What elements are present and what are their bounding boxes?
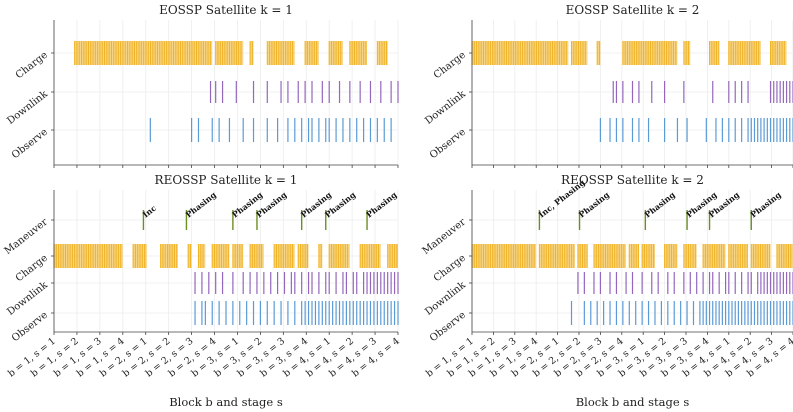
x-axis-label-left: Block b and stage s	[169, 395, 283, 409]
y-tick-label: Charge	[14, 253, 50, 285]
y-tick-label: Charge	[432, 50, 468, 82]
charge-segment	[597, 41, 601, 65]
series-observe	[599, 118, 793, 142]
panel-reossp-k2: REOSSP Satellite k = 2 Inc, PhasingPhasi…	[421, 173, 793, 380]
y-tick-label: Charge	[14, 50, 50, 82]
charge-segment	[250, 41, 254, 65]
maneuver-label: Phasing	[642, 189, 677, 219]
panel-eossp-k1: EOSSP Satellite k = 1 Charge DownlinkObse…	[5, 3, 399, 168]
panel-title: REOSSP Satellite k = 1	[155, 173, 298, 187]
charge-segment	[318, 244, 323, 268]
maneuver-label: Phasing	[364, 189, 399, 219]
maneuver-label: Phasing	[748, 189, 783, 219]
series-downlink	[577, 272, 793, 294]
panel-reossp-k1: REOSSP Satellite k = 1 Inc Phasing Phasing…	[3, 173, 402, 380]
charge-segment	[298, 244, 309, 268]
series-downlink	[209, 81, 399, 103]
panel-title: EOSSP Satellite k = 2	[566, 3, 700, 17]
series-observe	[194, 301, 399, 325]
series-downlink	[194, 272, 399, 294]
y-tick-label: Downlink	[423, 88, 468, 127]
y-tick-label: Charge	[432, 253, 468, 285]
y-tick-label: Observe	[428, 127, 468, 162]
panel-eossp-k2: EOSSP Satellite k = 2 Charge DownlinkObse…	[423, 3, 793, 168]
maneuver-label: Phasing	[577, 189, 612, 219]
series-charge	[471, 244, 793, 268]
y-tick-label: Maneuver	[421, 217, 468, 257]
charge-segment	[387, 244, 398, 268]
maneuver-label: Phasing	[184, 189, 219, 219]
y-tick-label: Maneuver	[3, 217, 50, 257]
panel-title: REOSSP Satellite k = 2	[561, 173, 704, 187]
charge-segment	[188, 244, 192, 268]
charge-segment	[329, 244, 350, 268]
charge-segment	[683, 41, 691, 65]
panel-title: EOSSP Satellite k = 1	[159, 3, 293, 17]
charge-segment	[198, 244, 206, 268]
x-axis-label-right: Block b and stage s	[576, 395, 690, 409]
y-tick-label: Observe	[428, 310, 468, 345]
charge-segment	[274, 244, 295, 268]
charge-segment	[232, 244, 244, 268]
series-charge	[74, 41, 388, 65]
series-observe	[149, 118, 392, 142]
series-charge	[53, 244, 398, 268]
y-tick-label: Observe	[10, 310, 50, 345]
series-observe	[570, 301, 793, 325]
series-charge	[471, 41, 787, 65]
y-tick-label: Observe	[10, 127, 50, 162]
series-downlink	[612, 81, 793, 103]
charge-segment	[360, 244, 381, 268]
charge-segment	[377, 41, 388, 65]
y-tick-label: Downlink	[5, 88, 50, 127]
